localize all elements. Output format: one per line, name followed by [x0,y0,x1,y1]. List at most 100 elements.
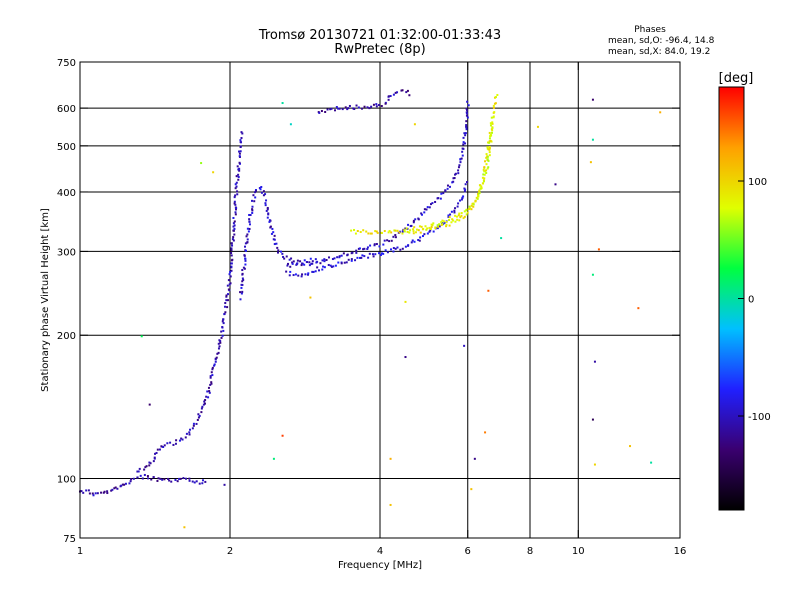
data-point [460,214,463,217]
data-point [406,230,409,233]
data-point [214,357,217,360]
data-point [457,169,460,172]
data-point [244,259,247,262]
data-point [211,366,214,369]
data-point [213,363,216,366]
data-point [439,197,442,200]
x-axis-label: Frequency [MHz] [338,560,422,571]
stats-heading: Phases [634,25,666,35]
data-point [264,204,267,207]
data-point [466,211,469,214]
data-point [382,252,385,255]
data-point [463,215,466,218]
data-point [456,205,459,208]
data-point [417,229,420,232]
data-point [460,157,463,160]
data-point [238,150,241,153]
data-point [488,145,491,148]
data-point [303,263,306,266]
data-point [230,251,233,254]
x-tick-label: 16 [674,546,687,557]
data-point [396,246,399,249]
data-point [254,189,257,192]
data-point [488,151,491,154]
data-point [488,141,491,144]
data-point [137,470,140,473]
data-point [363,105,366,108]
data-point [353,228,356,231]
data-point [244,242,247,245]
data-point [457,166,460,169]
data-point [488,137,491,140]
data-point [232,225,235,228]
data-point [446,184,449,187]
data-point [235,175,238,178]
data-point [234,211,237,214]
data-point [307,273,310,276]
data-point [394,91,397,94]
data-point [296,262,299,265]
data-point [235,185,238,188]
data-point [252,194,255,197]
data-point [288,258,291,261]
data-point [139,474,142,477]
data-point [387,95,390,98]
data-point [316,260,319,263]
data-point [365,230,368,233]
data-point [454,220,457,223]
data-point [239,150,242,153]
data-point [141,477,144,480]
data-point [323,266,326,269]
data-point [462,143,465,146]
data-point [452,177,455,180]
data-point [195,422,198,425]
data-point [148,403,151,406]
data-point [410,224,413,227]
data-point [200,411,203,414]
data-point [289,123,292,126]
data-point [253,200,256,203]
data-point [401,247,404,250]
data-point [202,403,205,406]
data-point [438,223,441,226]
data-point [386,251,389,254]
data-point [211,368,214,371]
data-point [470,204,473,207]
data-point [492,115,495,118]
data-point [170,480,173,483]
data-point [230,265,233,268]
data-point [231,238,234,241]
chart-subtitle: RwPretec (8p) [334,42,425,57]
x-tick-label: 10 [572,546,585,557]
data-point [447,215,450,218]
data-point [451,218,454,221]
data-point [234,213,237,216]
data-point [338,107,341,110]
data-point [188,477,191,480]
data-point [375,105,378,108]
data-point [489,139,492,142]
data-point [213,364,216,367]
data-point [412,219,415,222]
data-point [225,294,228,297]
data-point [444,189,447,192]
data-point [536,125,539,128]
data-point [217,342,220,345]
data-point [407,244,410,247]
data-point [120,484,123,487]
data-point [424,225,427,228]
data-point [240,283,243,286]
data-point [458,219,461,222]
data-point [207,386,210,389]
y-tick-label: 100 [57,475,76,486]
data-point [237,178,240,181]
data-point [380,231,383,234]
data-point [448,224,451,227]
data-point [244,249,247,252]
data-point [659,111,662,114]
data-point [289,270,292,273]
data-point [309,296,312,299]
data-point [239,141,242,144]
data-point [248,213,251,216]
data-point [342,252,345,255]
